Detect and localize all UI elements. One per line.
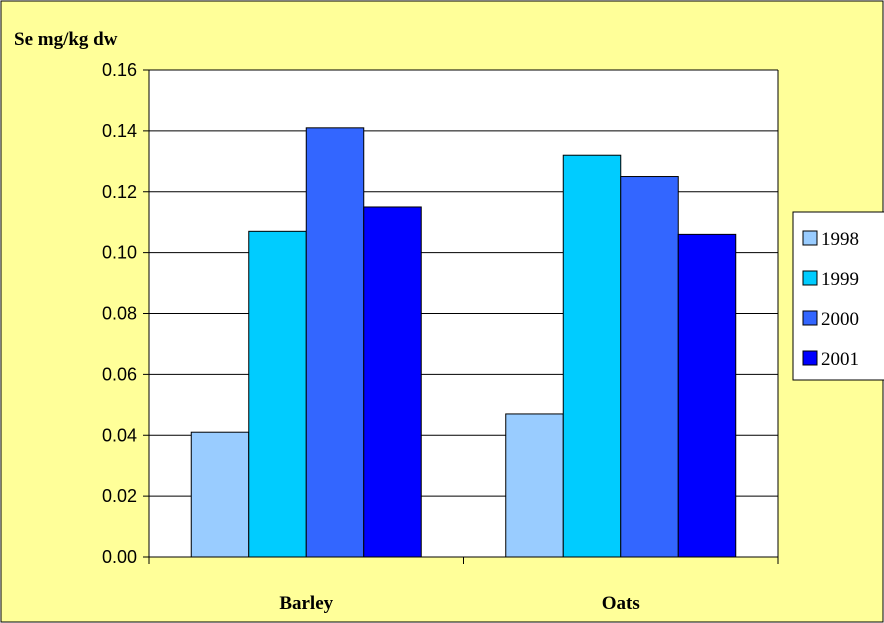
legend-label-2001: 2001	[821, 349, 859, 370]
bar-1998-oats	[505, 413, 564, 558]
legend-swatch-1998	[802, 230, 818, 246]
legend-label-2000: 2000	[821, 309, 859, 330]
y-tick-label: 0.12	[102, 182, 137, 202]
legend-swatch-2001	[802, 350, 818, 366]
bar-2000-barley	[305, 127, 365, 558]
y-tick-label: 0.04	[102, 425, 137, 445]
x-tick-label-barley: Barley	[279, 593, 333, 614]
legend-swatch-1999	[802, 270, 818, 286]
y-tick-label: 0.06	[102, 364, 137, 384]
plot-area: 0.00 0.02 0.04 0.06 0.08 0.10 0.12 0.14 0.16 Barl…	[102, 60, 779, 614]
bar-1998-barley	[190, 431, 250, 558]
y-tick-label: 0.02	[102, 486, 137, 506]
y-tick-label: 0.00	[102, 547, 137, 567]
legend-label-1999: 1999	[821, 269, 859, 290]
bar-1999-barley	[248, 230, 307, 558]
bar-2000-oats	[620, 176, 679, 558]
y-tick-label: 0.16	[102, 60, 137, 80]
bar-2001-oats	[677, 233, 737, 558]
legend: 1998 1999 2000 2001	[792, 211, 884, 381]
y-axis-label: Se mg/kg dw	[14, 29, 118, 50]
y-tick-label: 0.10	[102, 243, 137, 263]
y-tick-label: 0.08	[102, 304, 137, 324]
bar-1999-oats	[562, 154, 622, 558]
legend-swatch-2000	[802, 310, 818, 326]
bar-2001-barley	[363, 206, 422, 558]
y-tick-label: 0.14	[102, 121, 137, 141]
x-tick-label-oats: Oats	[602, 593, 640, 614]
legend-label-1998: 1998	[821, 229, 859, 250]
